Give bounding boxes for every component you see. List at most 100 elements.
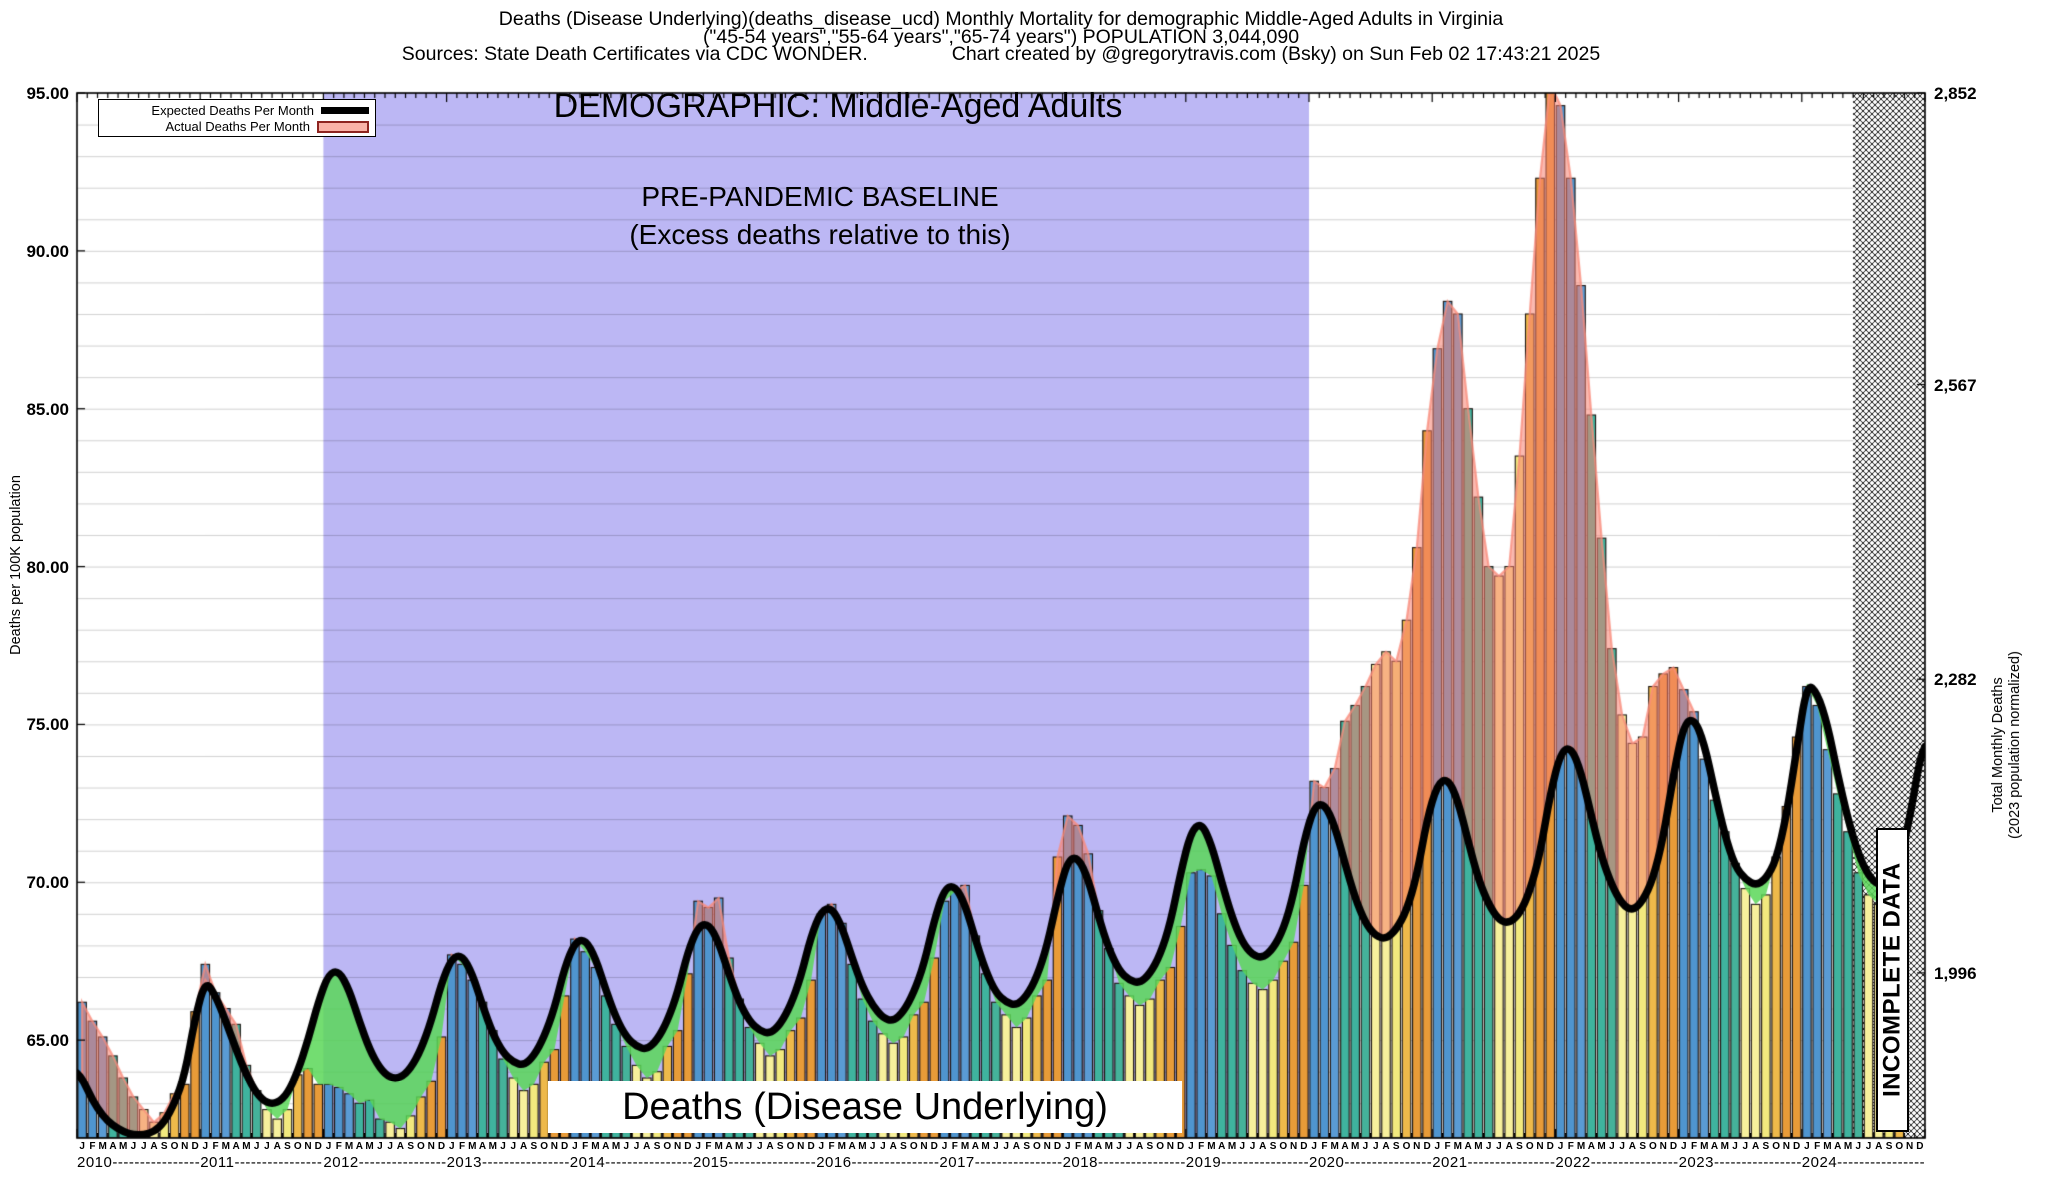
x-axis-month-label: A: [1135, 1141, 1144, 1152]
x-axis-month-label: F: [1198, 1141, 1205, 1152]
x-axis-month-label: F: [1814, 1141, 1821, 1152]
x-axis-year-label: 2011-----------------: [200, 1154, 324, 1171]
x-axis-month-label: J: [572, 1141, 578, 1152]
right-axis-tick-label: 2,282: [1934, 670, 1977, 690]
x-axis-month-label: O: [1279, 1141, 1288, 1152]
x-axis-month-label: N: [1659, 1141, 1667, 1152]
x-axis-year-label: 2023-----------------: [1678, 1154, 1802, 1171]
x-axis-month-label: J: [1003, 1141, 1009, 1152]
x-axis-month-label: M: [1474, 1141, 1483, 1152]
x-axis-month-label: D: [807, 1141, 815, 1152]
x-axis-month-label: F: [1074, 1141, 1082, 1152]
x-axis-month-label: A: [519, 1141, 528, 1152]
x-axis-month-label: J: [1732, 1141, 1738, 1152]
x-axis-month-label: J: [1362, 1141, 1369, 1152]
x-axis-month-label: S: [1023, 1141, 1030, 1152]
x-axis-month-label: A: [1505, 1141, 1513, 1152]
legend: Expected Deaths Per Month Actual Deaths …: [98, 99, 376, 137]
x-axis-month-label: M: [1576, 1141, 1586, 1152]
x-axis-month-label: J: [140, 1141, 147, 1152]
x-axis-month-label: J: [869, 1141, 876, 1152]
x-axis-month-label: J: [633, 1141, 640, 1152]
x-axis-month-label: D: [191, 1141, 199, 1152]
x-axis-month-label: M: [1823, 1141, 1832, 1152]
legend-actual-label: Actual Deaths Per Month: [165, 119, 310, 134]
x-axis-month-label: D: [314, 1141, 322, 1152]
x-axis-month-label: A: [1875, 1141, 1883, 1152]
x-axis-month-label: D: [1546, 1141, 1554, 1152]
right-axis-tick-label: 2,567: [1934, 375, 1977, 395]
x-axis-month-label: J: [1742, 1141, 1749, 1152]
x-axis-month-label: M: [1597, 1141, 1606, 1152]
x-axis-year-label: 2014-----------------: [569, 1154, 693, 1171]
x-axis-month-label: F: [1567, 1141, 1574, 1152]
x-axis-month-label: A: [1464, 1141, 1472, 1152]
y-axis-tick-label: 80.00: [26, 557, 69, 577]
x-axis-month-label: A: [643, 1141, 651, 1152]
x-axis-month-label: A: [848, 1141, 856, 1152]
x-axis-year-label: 2013-----------------: [446, 1154, 570, 1171]
x-axis-month-label: J: [500, 1141, 506, 1152]
x-axis-month-label: J: [818, 1141, 825, 1152]
x-axis-month-label: M: [960, 1141, 970, 1152]
x-axis-month-label: J: [377, 1141, 383, 1152]
x-axis-month-label: S: [900, 1141, 907, 1152]
x-axis-month-label: A: [355, 1141, 363, 1152]
chart-title-line3: Sources: State Death Certificates via CD…: [402, 43, 1600, 66]
x-axis-month-label: O: [1156, 1141, 1165, 1152]
x-axis-month-label: J: [1126, 1141, 1133, 1152]
x-axis-month-label: O: [1772, 1141, 1781, 1152]
x-axis-month-label: M: [1330, 1141, 1339, 1152]
x-axis-month-label: S: [160, 1141, 168, 1152]
x-axis-year-label: 2018-----------------: [1062, 1154, 1186, 1171]
x-axis-year-label: 2016-----------------: [816, 1154, 940, 1171]
baseline-annotation: PRE-PANDEMIC BASELINE (Excess deaths rel…: [629, 178, 1010, 254]
demographic-annotation: DEMOGRAPHIC: Middle-Aged Adults: [553, 87, 1123, 125]
x-axis-month-label: A: [1012, 1141, 1021, 1152]
x-axis-month-label: O: [786, 1141, 795, 1152]
x-axis-month-label: M: [221, 1141, 231, 1152]
expected-line-swatch: [321, 107, 369, 114]
x-axis-month-label: A: [1094, 1141, 1103, 1152]
x-axis-month-label: J: [510, 1141, 517, 1152]
x-axis-month-label: F: [1321, 1141, 1328, 1152]
x-axis-month-label: S: [1392, 1141, 1400, 1152]
x-axis-month-label: J: [387, 1141, 393, 1152]
y-axis-title-right-line1: Total Monthly Deaths: [1990, 677, 2006, 813]
x-axis-month-label: J: [1372, 1141, 1379, 1152]
x-axis-month-label: M: [98, 1141, 107, 1152]
x-axis-month-label: M: [1351, 1141, 1360, 1152]
x-axis-month-label: J: [756, 1141, 763, 1152]
x-axis-month-label: D: [1793, 1141, 1801, 1152]
sources-note: Sources: State Death Certificates via CD…: [401, 43, 868, 65]
x-axis-month-label: O: [293, 1141, 302, 1152]
x-axis-month-label: F: [951, 1141, 958, 1152]
baseline-annotation-line2: (Excess deaths relative to this): [629, 219, 1011, 250]
x-axis-month-label: J: [695, 1141, 701, 1152]
x-axis-month-label: M: [344, 1141, 354, 1152]
x-axis-year-label: 2012-----------------: [323, 1154, 447, 1171]
x-axis-month-label: F: [212, 1141, 219, 1152]
x-axis-month-label: A: [232, 1141, 240, 1152]
x-axis-month-label: M: [591, 1141, 600, 1152]
x-axis-month-label: M: [981, 1141, 990, 1152]
x-axis-month-label: F: [1444, 1141, 1451, 1152]
x-axis-month-label: A: [725, 1141, 733, 1152]
x-axis-month-label: N: [1905, 1141, 1914, 1152]
x-axis-month-label: J: [202, 1141, 209, 1152]
x-axis-month-label: M: [837, 1141, 847, 1152]
x-axis-year-label: 2010-----------------: [77, 1154, 201, 1171]
x-axis-month-label: O: [909, 1141, 918, 1152]
chart-title-line2: ("45-54 years","55-64 years","65-74 year…: [702, 26, 1300, 48]
x-axis-month-label: N: [673, 1141, 682, 1152]
x-axis-month-label: D: [1300, 1141, 1308, 1152]
x-axis-month-label: F: [705, 1141, 712, 1152]
x-axis-month-label: A: [1259, 1141, 1267, 1152]
x-axis-month-label: N: [181, 1141, 189, 1152]
x-axis-month-label: J: [1619, 1141, 1625, 1152]
x-axis-month-label: J: [1434, 1141, 1441, 1152]
x-axis-month-label: S: [284, 1141, 291, 1152]
x-axis-month-label: J: [1116, 1141, 1122, 1152]
